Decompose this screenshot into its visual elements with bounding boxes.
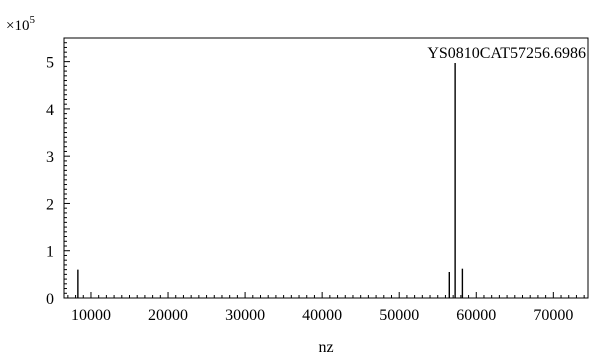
- y-axis-ticks: 0 1 2 3 4 5: [46, 37, 70, 308]
- x-tick-label: 60000: [456, 307, 496, 324]
- plot-frame: [63, 37, 589, 299]
- x-tick-label: 10000: [71, 307, 111, 324]
- peak-series: [77, 63, 464, 298]
- y-exponent-label: ×105: [6, 14, 35, 34]
- x-tick-label: 40000: [302, 307, 342, 324]
- x-tick-label: 20000: [148, 307, 188, 324]
- x-axis-ticks: 10000 20000 30000 40000 50000 60000 70000: [67, 292, 585, 324]
- y-tick-label: 1: [46, 244, 54, 261]
- x-axis-title: nz: [318, 339, 333, 356]
- x-tick-label: 70000: [533, 307, 573, 324]
- y-tick-label: 3: [46, 149, 54, 166]
- y-tick-label: 0: [46, 291, 54, 308]
- peak-annotation: YS0810CAT57256.6986: [427, 45, 586, 62]
- y-tick-label: 4: [46, 102, 54, 119]
- x-tick-label: 30000: [225, 307, 265, 324]
- x-tick-label: 50000: [379, 307, 419, 324]
- y-tick-label: 2: [46, 196, 54, 213]
- y-tick-label: 5: [46, 55, 54, 72]
